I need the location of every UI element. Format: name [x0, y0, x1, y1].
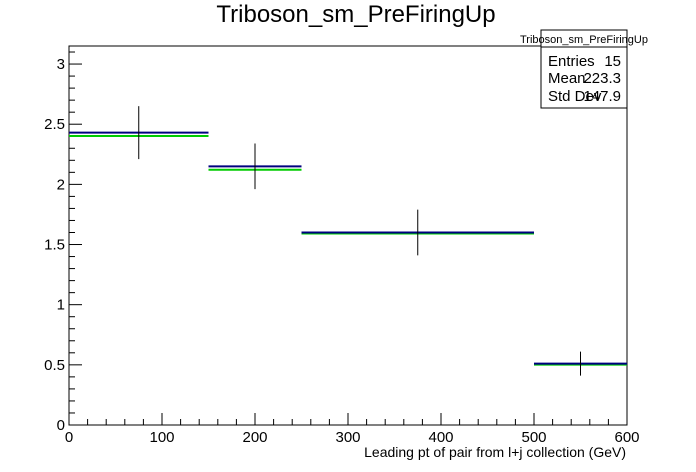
stats-stddev-label: Std Dev: [548, 88, 602, 105]
stats-mean-value: 223.3: [583, 70, 621, 87]
y-tick-label: 1: [57, 297, 65, 314]
stats-box-title: Triboson_sm_PreFiringUp: [520, 34, 648, 46]
y-tick-label: 1.5: [44, 237, 65, 254]
x-tick-label: 0: [65, 429, 73, 446]
x-axis-label: Leading pt of pair from l+j collection (…: [364, 444, 626, 460]
y-tick-label: 0: [57, 417, 65, 434]
plot-area: 0 100 200 300 400 500 600 0 0.5 1 1.5 2 2.5 3: [44, 45, 640, 446]
stats-mean-label: Mean: [548, 70, 586, 87]
stats-entries-value: 15: [604, 53, 621, 70]
y-tick-label: 2.5: [44, 116, 65, 133]
chart-title: Triboson_sm_PreFiringUp: [216, 1, 495, 28]
x-tick-label: 300: [335, 429, 360, 446]
x-tick-label: 100: [149, 429, 174, 446]
x-tick-label: 200: [242, 429, 267, 446]
y-tick-label: 0.5: [44, 357, 65, 374]
stats-entries-label: Entries: [548, 53, 595, 70]
x-tick-label: 400: [428, 429, 453, 446]
stats-box-frame: [540, 29, 628, 109]
y-tick-label: 3: [57, 56, 65, 73]
stats-box: Triboson_sm_PreFiringUp Entries 15 Mean …: [520, 29, 648, 109]
stats-stddev-value: 147.9: [583, 88, 621, 105]
x-tick-label: 600: [614, 429, 639, 446]
x-tick-label: 500: [521, 429, 546, 446]
y-tick-label: 2: [57, 176, 65, 193]
